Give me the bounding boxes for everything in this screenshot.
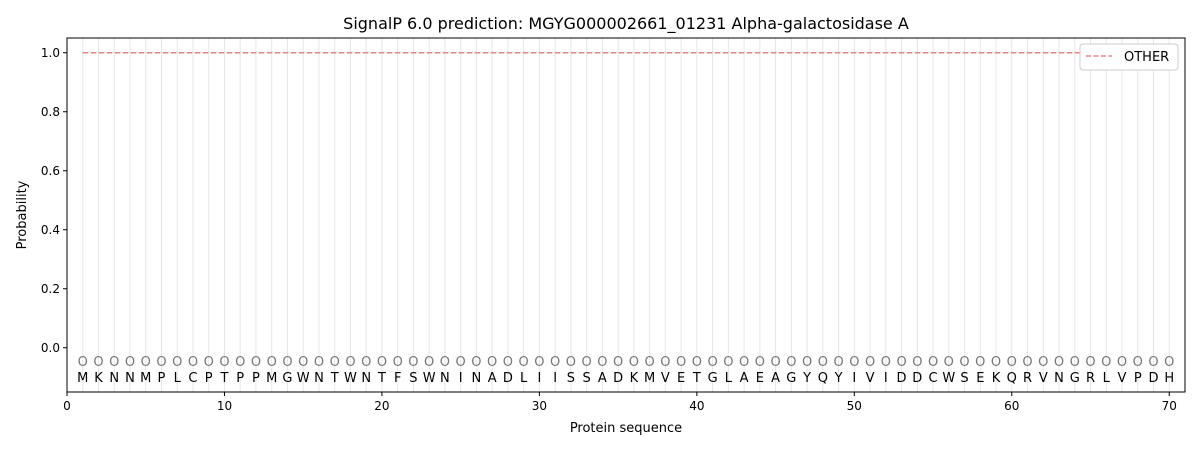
y-tick-label: 0.4 xyxy=(41,223,60,237)
x-tick-label: 10 xyxy=(217,399,232,413)
x-tick-label: 50 xyxy=(847,399,862,413)
x-tick-label: 70 xyxy=(1162,399,1177,413)
x-tick-label: 30 xyxy=(532,399,547,413)
y-tick-label: 1.0 xyxy=(41,46,60,60)
x-tick-label: 60 xyxy=(1004,399,1019,413)
y-tick-label: 0.8 xyxy=(41,105,60,119)
y-tick-label: 0.0 xyxy=(41,341,60,355)
sequence-row: MKNNMPLCPTPPMGWNTWNTFSWNINADLIISSADKMVET… xyxy=(77,371,1174,386)
x-tick-label: 0 xyxy=(63,399,71,413)
chart-title: SignalP 6.0 prediction: MGYG000002661_01… xyxy=(343,14,909,34)
y-tick-label: 0.2 xyxy=(41,282,60,296)
predicted-labels-row: OOOOOOOOOOOOOOOOOOOOOOOOOOOOOOOOOOOOOOOO… xyxy=(78,355,1175,370)
x-axis-label: Protein sequence xyxy=(570,421,682,436)
y-tick-label: 0.6 xyxy=(41,164,60,178)
plot-frame xyxy=(66,37,1186,393)
legend: OTHER xyxy=(1079,43,1179,71)
y-axis-label: Probability xyxy=(15,180,30,249)
x-tick-label: 40 xyxy=(689,399,704,413)
x-tick-label: 20 xyxy=(374,399,389,413)
legend-label-other: OTHER xyxy=(1124,50,1169,65)
